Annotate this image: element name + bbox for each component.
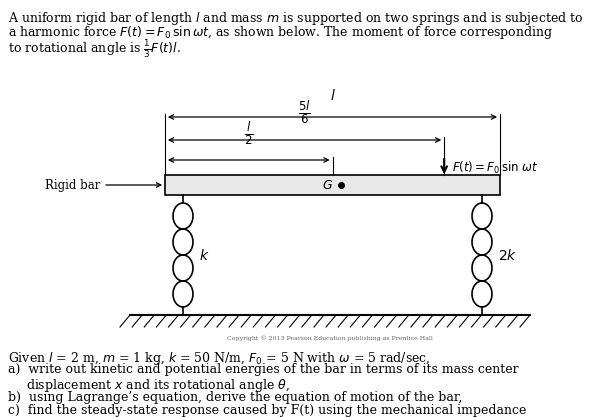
Text: $F(t) = F_0\,\sin\,\omega t$: $F(t) = F_0\,\sin\,\omega t$ [452,159,539,176]
Text: Rigid bar: Rigid bar [45,178,161,191]
Text: b)  using Lagrange’s equation, derive the equation of motion of the bar,: b) using Lagrange’s equation, derive the… [8,390,462,404]
Text: A uniform rigid bar of length $l$ and mass $m$ is supported on two springs and i: A uniform rigid bar of length $l$ and ma… [8,10,584,27]
Text: displacement $x$ and its rotational angle $\theta$,: displacement $x$ and its rotational angl… [26,377,290,394]
Text: Given $l$ = 2 m, $m$ = 1 kg, $k$ = 50 N/m, $F_0$ = 5 N with $\omega$ = 5 rad/sec: Given $l$ = 2 m, $m$ = 1 kg, $k$ = 50 N/… [8,350,430,367]
Text: $\dfrac{5l}{6}$: $\dfrac{5l}{6}$ [298,99,311,126]
Text: $\dfrac{l}{2}$: $\dfrac{l}{2}$ [244,121,254,147]
Text: $k$: $k$ [199,248,210,262]
Text: to rotational angle is $\frac{1}{3}F(t)l$.: to rotational angle is $\frac{1}{3}F(t)l… [8,38,181,60]
Bar [165,175,500,195]
Text: $2k$: $2k$ [498,248,517,262]
Text: a harmonic force $F(t) = F_0\,\sin\omega t$, as shown below. The moment of force: a harmonic force $F(t) = F_0\,\sin\omega… [8,24,553,41]
Text: $l$: $l$ [330,88,336,103]
Text: a)  write out kinetic and potential energies of the bar in terms of its mass cen: a) write out kinetic and potential energ… [8,364,519,377]
Text: c)  find the steady-state response caused by F(t) using the mechanical impedance: c) find the steady-state response caused… [8,404,527,417]
Text: Copyright © 2013 Pearson Education publishing as Prentice Hall: Copyright © 2013 Pearson Education publi… [227,335,433,341]
Text: $G$: $G$ [322,178,334,191]
